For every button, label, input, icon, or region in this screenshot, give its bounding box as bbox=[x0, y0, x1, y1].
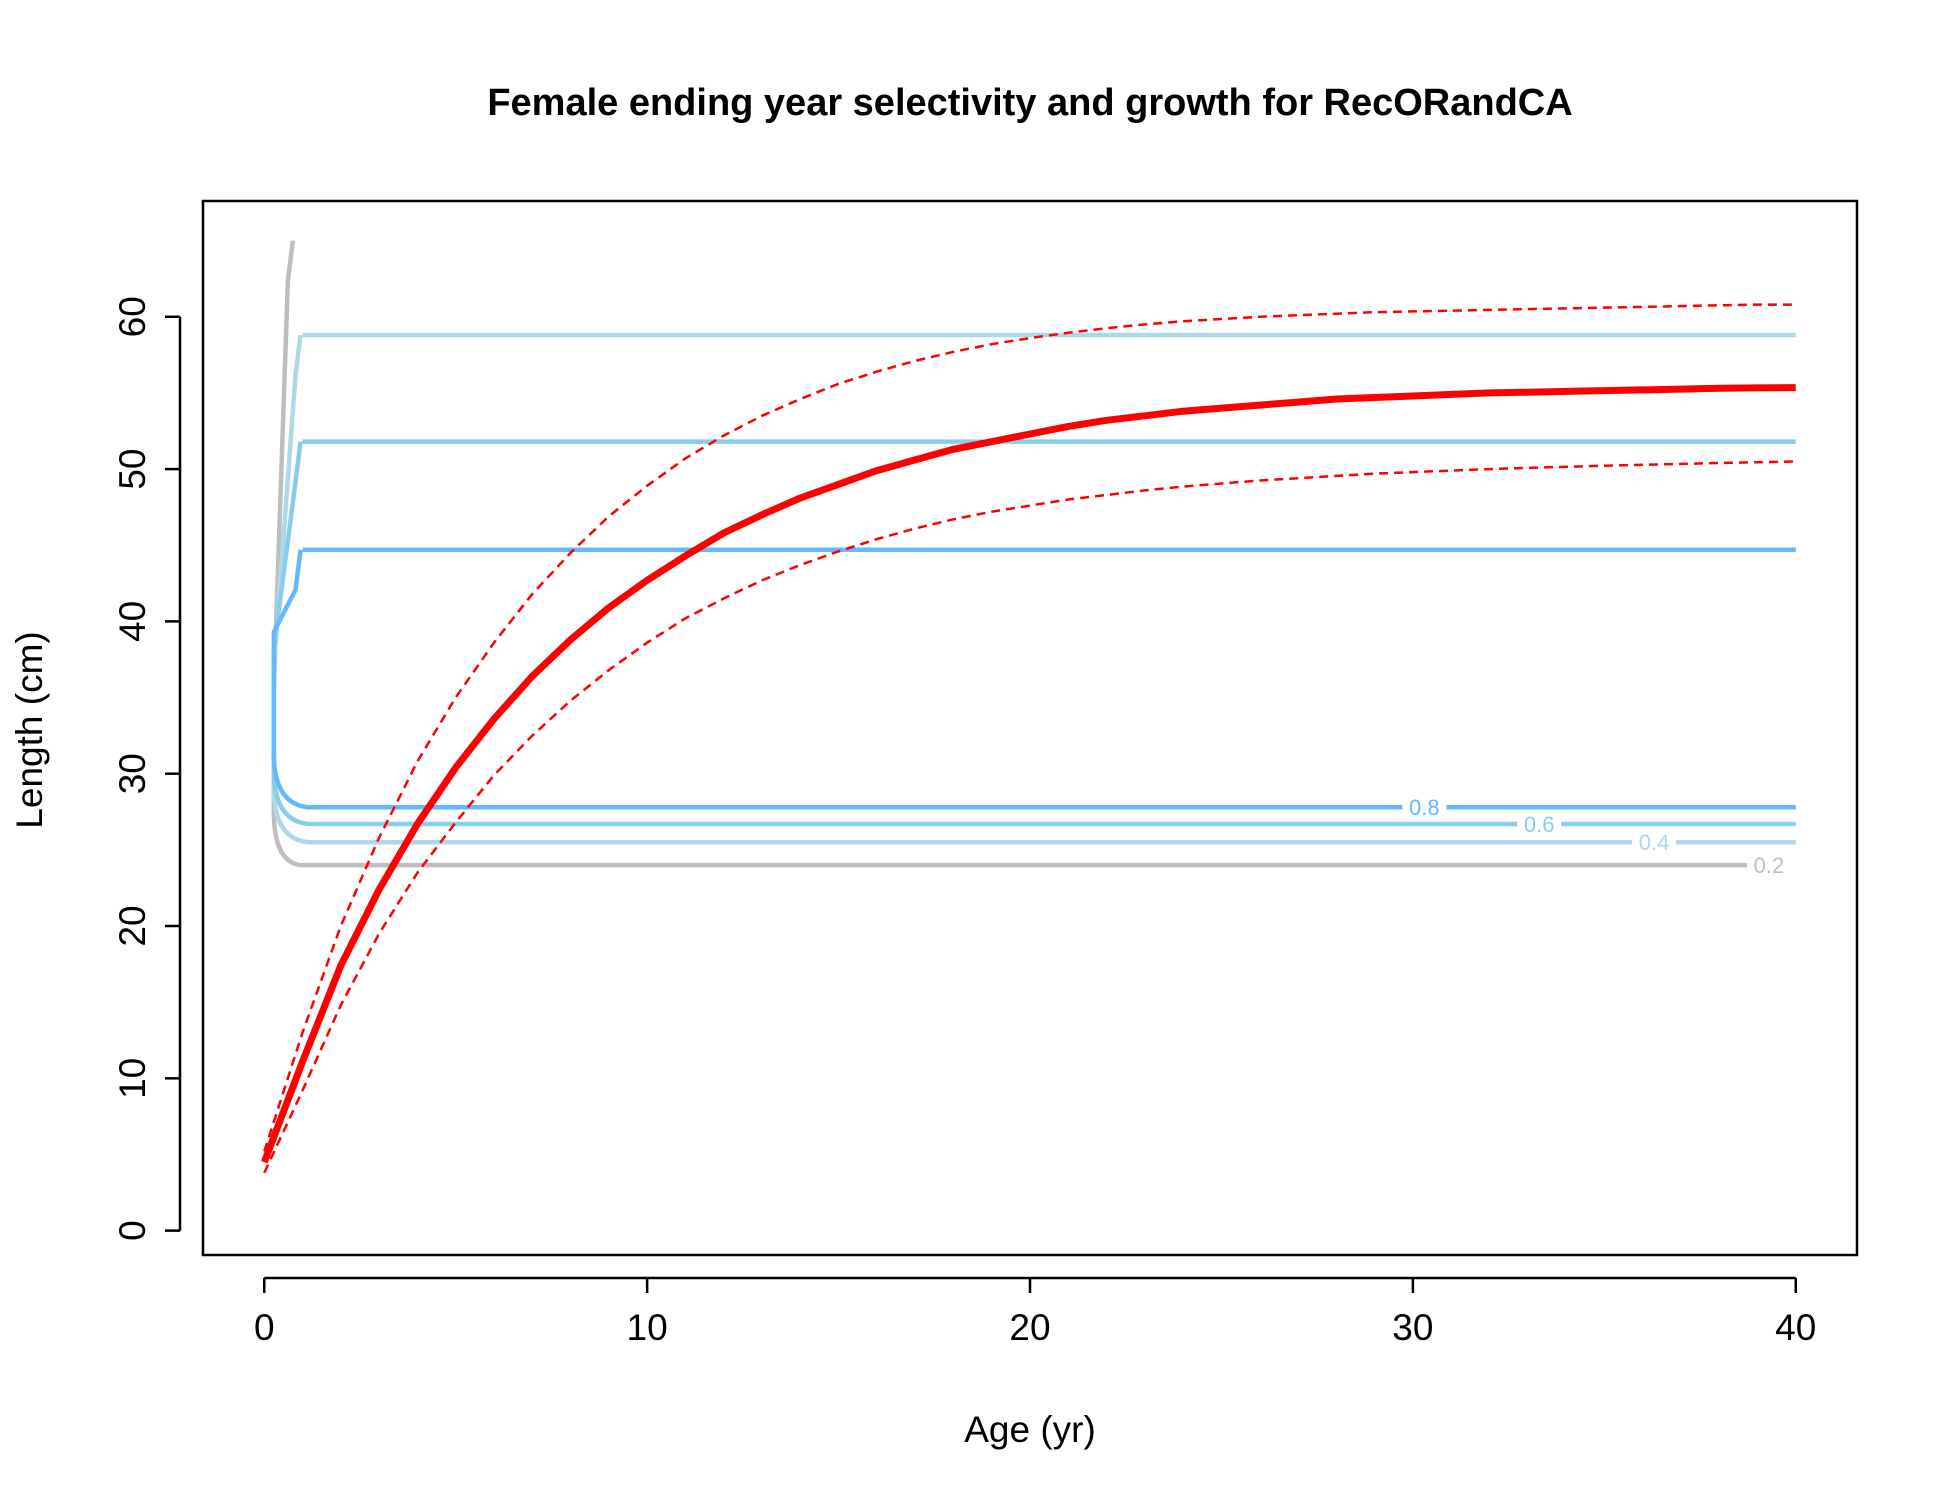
x-tick-label: 10 bbox=[627, 1307, 668, 1348]
contour-label-0.6: 0.6 bbox=[1524, 812, 1555, 837]
y-tick-label: 40 bbox=[112, 601, 153, 642]
plot-frame bbox=[201, 199, 1859, 1257]
y-axis: 0 10 20 30 40 50 60 bbox=[112, 296, 182, 1241]
y-tick-label: 10 bbox=[112, 1058, 153, 1099]
contour-label-0.4: 0.4 bbox=[1639, 830, 1670, 855]
y-tick-label: 0 bbox=[112, 1220, 153, 1241]
contour-label-0.8: 0.8 bbox=[1409, 795, 1440, 820]
y-tick-label: 50 bbox=[112, 448, 153, 489]
y-tick-label: 60 bbox=[112, 296, 153, 337]
contour-line-0.4 bbox=[271, 334, 1633, 845]
growth-mean-curve bbox=[261, 384, 1796, 1164]
x-axis-label: Age (yr) bbox=[964, 1409, 1096, 1450]
x-tick-label: 20 bbox=[1009, 1307, 1050, 1348]
x-tick-label: 30 bbox=[1392, 1307, 1433, 1348]
growth-curves bbox=[261, 303, 1796, 1174]
x-tick-label: 0 bbox=[254, 1307, 275, 1348]
y-tick-label: 20 bbox=[112, 905, 153, 946]
x-tick-label: 40 bbox=[1775, 1307, 1816, 1348]
chart-title: Female ending year selectivity and growt… bbox=[487, 82, 1572, 124]
y-tick-label: 30 bbox=[112, 753, 153, 794]
contour-line-0.8 bbox=[271, 549, 1403, 810]
x-axis: 0 10 20 30 40 bbox=[254, 1276, 1816, 1348]
contour-label-0.2: 0.2 bbox=[1754, 853, 1785, 878]
growth-upper-ci bbox=[263, 303, 1796, 1152]
y-axis-label: Length (cm) bbox=[9, 631, 50, 828]
growth-lower-ci bbox=[263, 460, 1796, 1174]
